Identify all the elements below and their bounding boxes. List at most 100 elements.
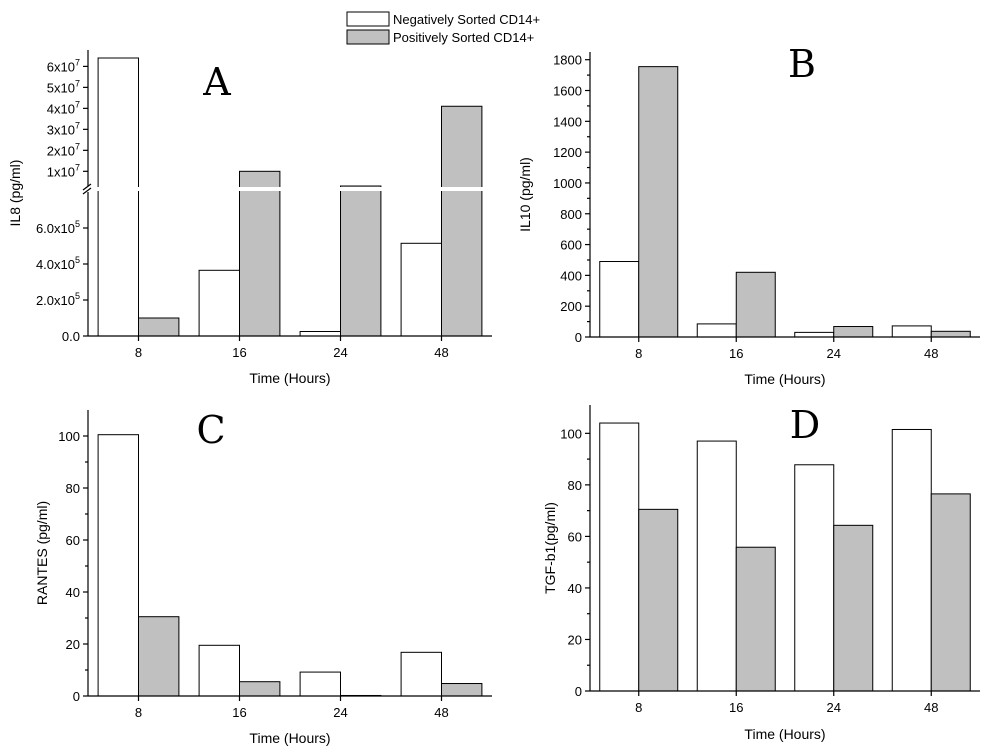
- bar-positive-16: [239, 681, 281, 697]
- axis-break-mark-upper: [82, 183, 92, 191]
- y-tick-label-upper-5: 6x107: [47, 57, 80, 74]
- x-tick-label-8: 8: [635, 346, 642, 361]
- bar-positive-24: [833, 524, 874, 692]
- y-tick-label-upper-0: 1x107: [47, 162, 80, 179]
- bar-positive-48: [441, 105, 483, 337]
- y-axis-title: RANTES (pg/ml): [34, 501, 50, 605]
- bar-positive-16: [735, 271, 776, 338]
- chart-panel-c: 8 16 24 48 0 20 40 60 80 100 Time (Hours) RANTES (p…: [34, 408, 492, 746]
- y-tick-label-0: 0: [575, 684, 582, 699]
- y-tick-label-100: 100: [560, 426, 582, 441]
- bar-positive-8: [638, 66, 679, 338]
- x-tick-label-24: 24: [333, 705, 347, 720]
- bar-negative-24: [794, 464, 835, 692]
- legend: Negatively Sorted CD14+ Positively Sorte…: [346, 11, 540, 45]
- bar-positive-8: [138, 616, 180, 697]
- x-tick-label-24: 24: [827, 700, 841, 715]
- x-tick-label-8: 8: [635, 700, 642, 715]
- y-tick-label-1800: 1800: [553, 53, 582, 68]
- y-tick-label-20: 20: [568, 632, 582, 647]
- legend-swatch-negative: [346, 11, 390, 27]
- legend-swatch-positive: [346, 29, 390, 45]
- bar-positive-16: [239, 170, 281, 337]
- bar-negative-8: [97, 57, 139, 337]
- bar-negative-8: [599, 261, 640, 338]
- bar-positive-24: [340, 185, 382, 337]
- y-tick-label-lower-2: 4.0x105: [36, 255, 80, 272]
- x-axis-title: Time (Hours): [249, 730, 330, 746]
- chart-panel-b: 8 16 24 48 0 200 400 600 800 1000 1200 1400 1600 1800…: [517, 42, 980, 387]
- x-tick-label-24: 24: [333, 345, 347, 360]
- y-tick-label-400: 400: [560, 268, 582, 283]
- x-tick-label-48: 48: [434, 345, 448, 360]
- bar-positive-16: [735, 546, 776, 692]
- y-tick-label-lower-0: 0.0: [62, 329, 80, 344]
- x-tick-label-8: 8: [135, 705, 142, 720]
- y-tick-label-600: 600: [560, 238, 582, 253]
- panel-letter: B: [788, 42, 816, 86]
- y-tick-label-0: 0: [575, 330, 582, 345]
- y-tick-label-800: 800: [560, 207, 582, 222]
- y-tick-label-80: 80: [66, 481, 80, 496]
- legend-label-positive: Positively Sorted CD14+: [393, 30, 534, 45]
- bar-negative-16: [198, 644, 241, 697]
- panel-letter: D: [790, 403, 820, 447]
- x-tick-label-48: 48: [434, 705, 448, 720]
- y-tick-label-100: 100: [58, 429, 80, 444]
- y-tick-label-80: 80: [568, 478, 582, 493]
- y-tick-label-upper-1: 2x107: [47, 141, 80, 158]
- bar-positive-24: [833, 326, 874, 338]
- bar-negative-16: [198, 269, 241, 337]
- bar-negative-48: [400, 242, 443, 337]
- x-tick-label-24: 24: [827, 346, 841, 361]
- bar-positive-8: [638, 508, 679, 692]
- y-tick-label-upper-4: 5x107: [47, 78, 80, 95]
- y-tick-label-1200: 1200: [553, 145, 582, 160]
- y-tick-label-lower-1: 2.0x105: [36, 291, 80, 308]
- x-axis-title: Time (Hours): [744, 726, 825, 742]
- y-tick-label-40: 40: [568, 581, 582, 596]
- bar-negative-48: [400, 651, 443, 697]
- bar-negative-8: [599, 422, 640, 692]
- bar-negative-24: [299, 331, 342, 337]
- bar-negative-24: [794, 331, 835, 338]
- y-tick-label-1600: 1600: [553, 84, 582, 99]
- chart-panel-a: 8 16 24 48 0.0 2.0x105 4.0x105 6.0x105 1x107 2x10…: [7, 50, 493, 386]
- bar-positive-48: [930, 493, 971, 692]
- y-axis-title: IL8 (pg/ml): [7, 160, 23, 227]
- x-axis-title: Time (Hours): [249, 370, 330, 386]
- bar-positive-8: [138, 317, 180, 337]
- y-tick-label-1400: 1400: [553, 114, 582, 129]
- bar-negative-24: [299, 671, 342, 697]
- y-tick-label-upper-2: 3x107: [47, 120, 80, 137]
- y-tick-label-200: 200: [560, 299, 582, 314]
- x-tick-label-16: 16: [729, 700, 743, 715]
- y-axis-title: TGF-b1(pg/ml): [542, 502, 558, 594]
- y-tick-label-0: 0: [73, 689, 80, 704]
- bar-negative-8: [97, 434, 139, 697]
- bar-positive-48: [441, 683, 483, 697]
- bar-negative-16: [696, 440, 737, 692]
- y-tick-label-upper-3: 4x107: [47, 99, 80, 116]
- x-tick-label-48: 48: [924, 346, 938, 361]
- y-axis-title: IL10 (pg/ml): [517, 157, 533, 232]
- x-tick-label-16: 16: [232, 345, 246, 360]
- legend-label-negative: Negatively Sorted CD14+: [393, 12, 540, 27]
- x-tick-label-16: 16: [232, 705, 246, 720]
- bar-negative-16: [696, 323, 737, 338]
- x-axis-title: Time (Hours): [744, 371, 825, 387]
- panel-letter: C: [196, 408, 225, 452]
- axis-break-band: [89, 187, 493, 191]
- x-tick-label-8: 8: [135, 345, 142, 360]
- y-tick-label-20: 20: [66, 637, 80, 652]
- y-tick-label-60: 60: [66, 533, 80, 548]
- x-tick-label-16: 16: [729, 346, 743, 361]
- bar-negative-48: [891, 325, 932, 338]
- bar-negative-48: [891, 428, 932, 692]
- chart-panel-d: 8 16 24 48 0 20 40 60 80 100 Time (Hours) TGF-b1(pg…: [542, 403, 980, 742]
- bar-positive-48: [930, 330, 971, 338]
- y-tick-label-40: 40: [66, 585, 80, 600]
- x-tick-label-48: 48: [924, 700, 938, 715]
- y-tick-label-1000: 1000: [553, 176, 582, 191]
